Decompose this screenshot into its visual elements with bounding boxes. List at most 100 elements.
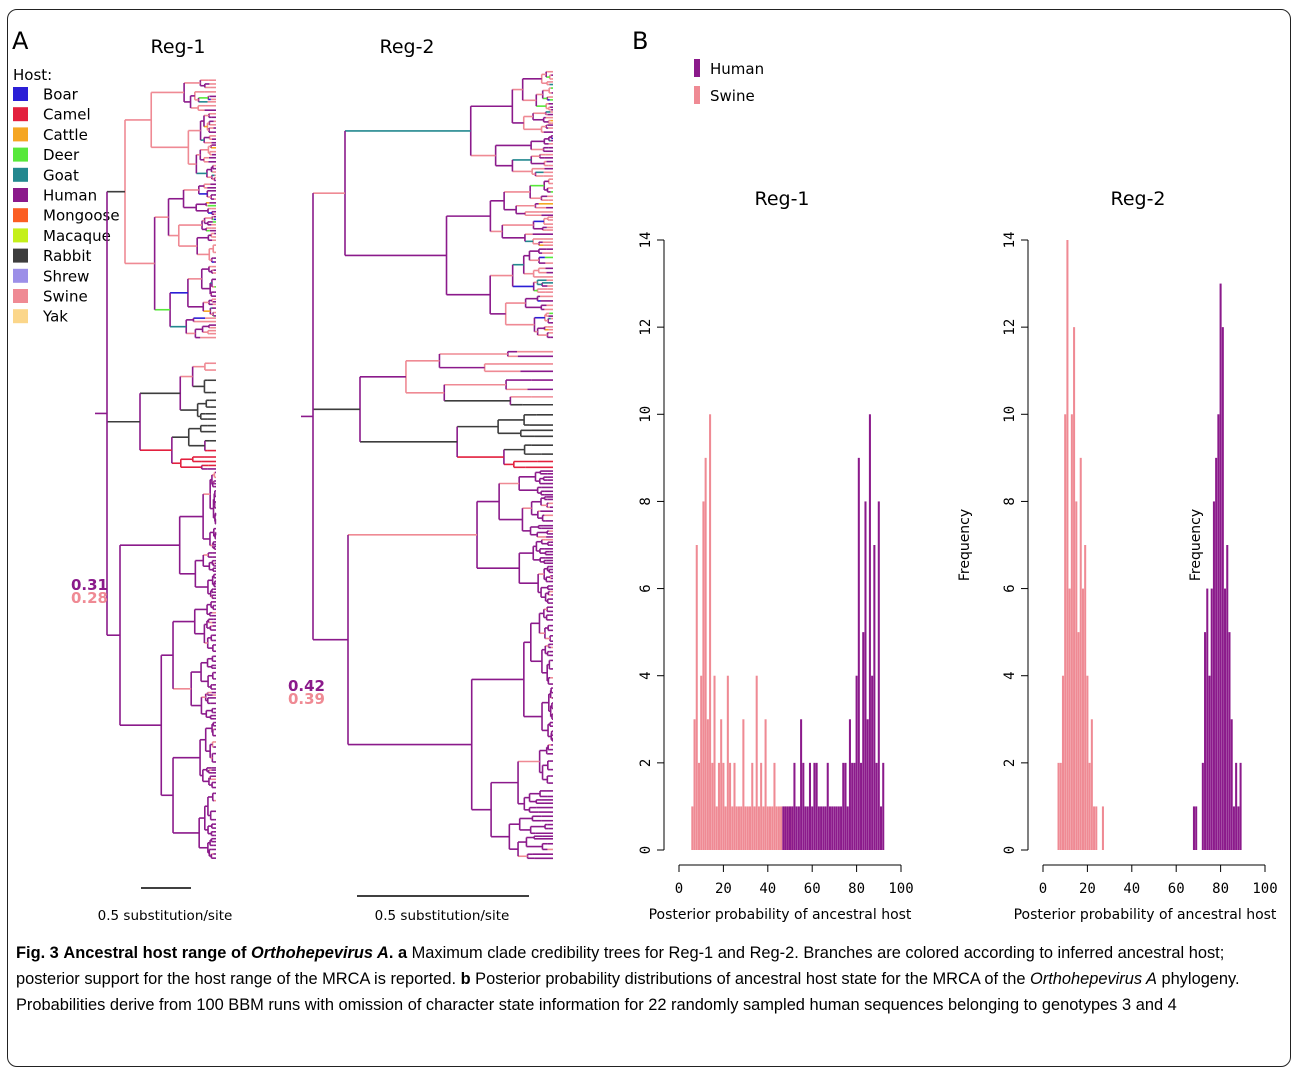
hist1-bar-human-72 xyxy=(837,806,840,850)
legend-label-macaque: Macaque xyxy=(43,227,111,245)
hist2-bar-swine-10 xyxy=(1064,414,1067,850)
hist1-bar-swine-14 xyxy=(709,414,712,850)
hist2-bar-human-86 xyxy=(1232,806,1235,850)
caption-title-italic: Orthohepevirus A xyxy=(251,944,389,962)
hist2-bar-swine-20 xyxy=(1086,675,1089,850)
hist1-bar-human-76 xyxy=(846,806,849,850)
legend-swatch-mongoose xyxy=(13,208,28,223)
reg1-x-axis-label: Posterior probability of ancestral host xyxy=(649,907,912,923)
legend-swine-label: Swine xyxy=(710,87,755,105)
legend-swatch-cattle xyxy=(13,127,28,142)
reg2-tree xyxy=(301,70,553,860)
hist1-bar-human-74 xyxy=(842,762,845,850)
hist1-bar-swine-6 xyxy=(691,806,694,850)
hist1-bar-swine-32 xyxy=(749,806,752,850)
hist2-bar-human-84 xyxy=(1228,632,1231,850)
hist1-bar-human-86 xyxy=(868,414,871,850)
panel-b-label: B xyxy=(632,27,648,55)
hist1-bar-swine-38 xyxy=(762,806,765,850)
panel-b: B Human Swine Reg-1 Posterior probabilit… xyxy=(632,27,1278,923)
legend-swatch-yak xyxy=(13,309,28,324)
hist1-bar-swine-30 xyxy=(744,806,747,850)
hist2-bar-swine-18 xyxy=(1081,588,1084,850)
legend-label-yak: Yak xyxy=(42,308,68,326)
hist1-bar-swine-11 xyxy=(702,501,705,850)
hist2-bar-human-74 xyxy=(1206,588,1209,850)
hist2-bar-swine-27 xyxy=(1101,806,1104,850)
hist1-bar-swine-42 xyxy=(771,806,774,850)
hist1-bar-human-57 xyxy=(804,806,807,850)
caption-title: Ancestral host range of Orthohepevirus A… xyxy=(63,944,393,962)
hist2-bar-human-88 xyxy=(1237,806,1240,850)
hist1-bar-swine-13 xyxy=(706,719,709,850)
hist2-bar-human-77 xyxy=(1212,501,1215,850)
hist1-bar-human-65 xyxy=(822,806,825,850)
hist1-bar-swine-24 xyxy=(731,806,734,850)
hist1-bar-swine-27 xyxy=(737,806,740,850)
hist2-bar-human-85 xyxy=(1230,719,1233,850)
caption-b-label: b xyxy=(460,970,471,988)
reg2-human-support: 0.42 xyxy=(288,677,325,695)
hist2-x-tick-label: 80 xyxy=(1212,881,1229,897)
hist1-bar-swine-9 xyxy=(697,762,701,850)
hist2-bar-swine-17 xyxy=(1079,457,1082,850)
hist1-y-tick-label: 2 xyxy=(638,759,654,767)
hist1-bar-human-55 xyxy=(800,719,803,850)
legend-swatch-rabbit xyxy=(13,248,28,263)
reg1-scale-label: 0.5 substitution/site xyxy=(98,908,233,924)
hist2-x-tick-label: 60 xyxy=(1168,881,1185,897)
hist2-bar-human-89 xyxy=(1239,762,1242,850)
hist1-bar-human-82 xyxy=(860,762,863,850)
hist2-bar-swine-9 xyxy=(1061,675,1065,850)
hist2-x-tick-label: 100 xyxy=(1252,881,1277,897)
hist1-x-tick-label: 100 xyxy=(888,881,913,897)
hist1-bar-swine-15 xyxy=(711,762,714,850)
legend-label-swine: Swine xyxy=(43,288,88,306)
figure-caption: Fig. 3 Ancestral host range of Orthohepe… xyxy=(16,940,1286,1018)
legend-label-human: Human xyxy=(43,187,97,205)
hist1-bar-human-90 xyxy=(877,501,880,850)
reg1-histogram: Reg-1 Posterior probability of ancestral… xyxy=(638,188,1204,923)
host-legend: Boar Camel Cattle Deer Goat Human Mongoose Maca… xyxy=(13,86,120,326)
hist1-bar-swine-21 xyxy=(724,806,727,850)
legend-swatch-human xyxy=(13,188,28,202)
hist2-bar-swine-22 xyxy=(1090,719,1093,850)
hist2-bar-swine-12 xyxy=(1068,588,1071,850)
hist1-bar-human-48 xyxy=(784,806,787,850)
hist1-bar-swine-36 xyxy=(757,806,760,850)
hist1-bar-swine-46 xyxy=(780,806,783,850)
hist1-y-tick-label: 4 xyxy=(638,671,654,679)
hist1-bar-swine-41 xyxy=(768,806,772,850)
legend-swatch-deer xyxy=(13,147,28,162)
hist1-bar-swine-16 xyxy=(713,675,716,850)
caption-b-italic: Orthohepevirus A xyxy=(1030,970,1157,988)
hist1-bar-swine-39 xyxy=(764,719,767,850)
reg1-hist-title: Reg-1 xyxy=(754,188,809,210)
hist2-bar-swine-15 xyxy=(1075,501,1078,850)
hist1-bar-swine-40 xyxy=(766,806,769,850)
legend-swatch-camel xyxy=(13,107,28,122)
caption-title-suffix: . xyxy=(388,944,394,962)
hist2-bar-swine-24 xyxy=(1095,806,1098,850)
legend-human-swatch xyxy=(694,59,700,77)
hist2-x-tick-label: 40 xyxy=(1123,881,1140,897)
hist1-bar-human-69 xyxy=(831,806,834,850)
hist1-bar-swine-45 xyxy=(777,806,780,850)
hist1-bar-swine-17 xyxy=(715,806,718,850)
legend-human-label: Human xyxy=(710,60,764,78)
hist1-bar-swine-37 xyxy=(760,762,763,850)
hist2-bar-human-78 xyxy=(1215,457,1218,850)
hist2-bar-human-69 xyxy=(1195,806,1198,850)
caption-fig-number: Fig. 3 xyxy=(16,944,59,962)
hist1-bar-human-60 xyxy=(811,806,814,850)
hist2-bar-swine-14 xyxy=(1073,327,1076,851)
hist1-y-tick-label: 0 xyxy=(638,846,654,854)
hist1-bar-human-70 xyxy=(833,806,836,850)
hist1-x-tick-label: 60 xyxy=(804,881,821,897)
hist1-bar-swine-33 xyxy=(751,762,754,850)
hist2-bar-human-75 xyxy=(1208,675,1211,850)
hist1-bar-human-64 xyxy=(820,806,823,850)
legend-swatch-swine xyxy=(13,289,28,303)
panel-a-label: A xyxy=(12,27,29,55)
legend-label-deer: Deer xyxy=(43,146,80,164)
